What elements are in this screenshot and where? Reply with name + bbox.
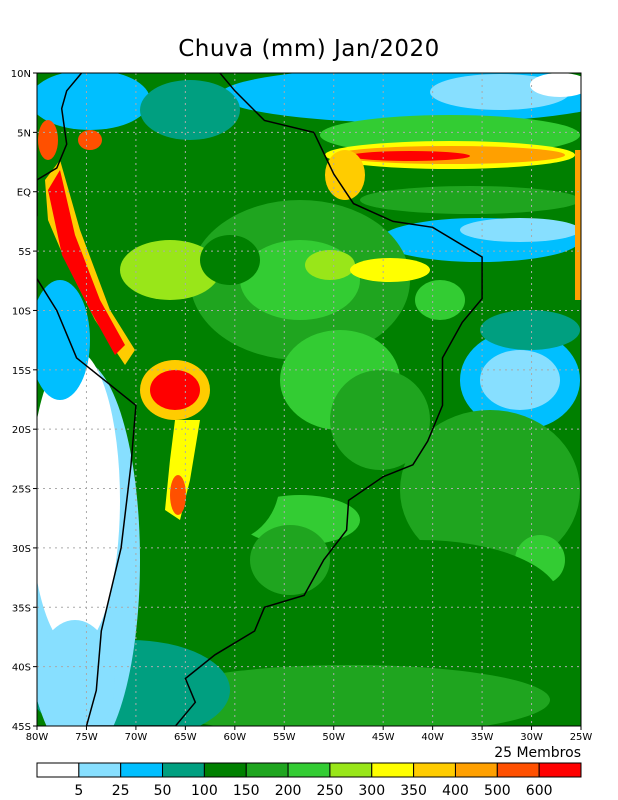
colorbar-label: 250 (317, 783, 344, 799)
lat-tick-label: 25S (12, 485, 31, 496)
lat-tick-label: EQ (17, 188, 31, 199)
rain-area-12 (460, 218, 580, 242)
rain-area-24 (37, 620, 115, 726)
rain-area-2 (530, 73, 581, 97)
colorbar-swatch (538, 762, 582, 778)
colorbar-swatch (413, 762, 456, 778)
lon-tick-label: 35W (471, 732, 494, 743)
colorbar-swatch (78, 762, 122, 778)
lon-tick-label: 70W (125, 732, 148, 743)
colorbar-swatch (245, 762, 289, 778)
rain-area-39 (38, 120, 58, 160)
colorbar-label: 200 (275, 783, 302, 799)
rain-area-40 (78, 130, 102, 150)
rain-area-45 (415, 280, 465, 320)
lon-tick-label: 40W (421, 732, 444, 743)
lat-tick-label: 45S (12, 722, 31, 733)
lat-tick-label: 15S (12, 366, 31, 377)
rain-area-20 (150, 665, 550, 726)
rain-area-9 (325, 150, 365, 200)
lat-tick-label: 5N (17, 128, 31, 139)
rain-area-16 (480, 310, 580, 350)
colorbar-swatch (162, 762, 205, 778)
lat-tick-label: 5S (18, 247, 31, 258)
colorbar-label: 500 (484, 783, 511, 799)
rain-area-27 (120, 240, 220, 300)
colorbar-label: 25 (112, 783, 130, 799)
colorbar-label: 350 (400, 783, 427, 799)
rain-area-19 (280, 540, 560, 660)
lat-tick-label: 35S (12, 603, 31, 614)
rain-area-17 (400, 410, 580, 570)
colorbar-label: 600 (526, 783, 553, 799)
lon-tick-label: 80W (26, 732, 49, 743)
lat-tick-label: 40S (12, 663, 31, 674)
colorbar-swatch (496, 762, 540, 778)
rain-area-34 (250, 525, 330, 595)
colorbar-swatch (454, 762, 498, 778)
rain-area-29 (305, 250, 355, 280)
rain-area-4 (140, 80, 240, 140)
map-frame (36, 72, 582, 727)
lon-tick-label: 25W (570, 732, 593, 743)
colorbar-swatch (203, 762, 247, 778)
colorbar-label: 100 (191, 783, 218, 799)
rain-area-25 (37, 280, 90, 400)
axis-labels: 80W 75W 70W 65W 60W 55W 50W 45W 40W 35W 30W 25W 10N 5… (11, 69, 593, 743)
rain-area-10 (360, 186, 580, 214)
lat-tick-label: 10S (12, 306, 31, 317)
map-title: Chuva (mm) Jan/2020 (178, 36, 440, 62)
rain-area-36 (180, 420, 280, 540)
rain-area-32 (330, 370, 430, 470)
lon-tick-label: 60W (224, 732, 247, 743)
colorbar-swatch (287, 762, 331, 778)
colorbar-swatch (120, 762, 164, 778)
colorbar-swatch (329, 762, 373, 778)
rain-area-13 (575, 150, 581, 300)
colorbar-label: 50 (154, 783, 172, 799)
lon-tick-label: 65W (174, 732, 197, 743)
rainfall-field (37, 73, 581, 726)
colorbar-swatch (371, 762, 415, 778)
rain-area-23 (37, 350, 120, 650)
coastline (37, 73, 483, 726)
lon-tick-label: 55W (273, 732, 296, 743)
colorbar-label: 5 (74, 783, 83, 799)
lat-tick-label: 20S (12, 425, 31, 436)
colorbar-swatch (36, 762, 80, 778)
lat-tick-label: 30S (12, 544, 31, 555)
lon-tick-label: 45W (372, 732, 395, 743)
lon-tick-label: 75W (75, 732, 98, 743)
rain-area-8 (350, 151, 470, 161)
lon-tick-label: 50W (322, 732, 345, 743)
colorbar-label: 150 (233, 783, 260, 799)
rain-area-35 (200, 235, 260, 285)
lon-tick-label: 30W (520, 732, 543, 743)
colorbar-label: 300 (358, 783, 385, 799)
rain-area-30 (350, 258, 430, 282)
lat-tick-label: 10N (11, 69, 31, 80)
colorbar-label: 400 (442, 783, 469, 799)
members-label: 25 Membros (494, 745, 581, 761)
rain-area-44 (170, 475, 186, 515)
rain-area-42 (150, 370, 200, 410)
colorbar: 5 25 50 100 150 200 250 300 350 400 500 600 (36, 762, 582, 799)
rain-area-38 (48, 170, 125, 355)
rain-area-3 (37, 73, 150, 130)
rain-area-15 (480, 350, 560, 410)
